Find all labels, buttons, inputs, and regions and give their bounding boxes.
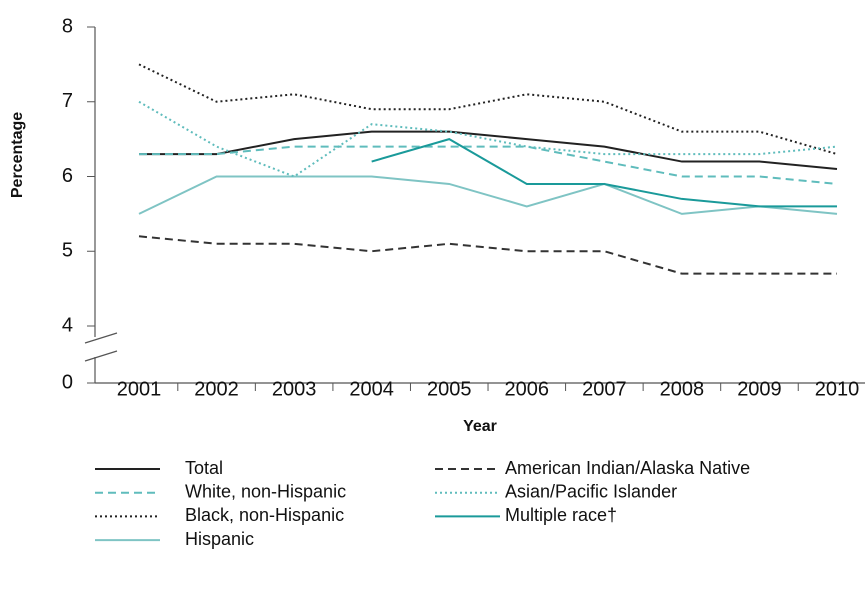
x-tick-label: 2008 bbox=[660, 378, 705, 400]
series-line bbox=[138, 235, 837, 275]
x-tick-label: 2004 bbox=[349, 378, 394, 400]
y-tick-label: 0 bbox=[62, 371, 73, 393]
x-tick-label: 2010 bbox=[815, 378, 860, 400]
y-axis-label: Percentage bbox=[9, 112, 26, 198]
series-line bbox=[138, 175, 838, 215]
x-tick-label: 2003 bbox=[272, 378, 317, 400]
legend-label: American Indian/Alaska Native bbox=[505, 458, 750, 478]
series-line bbox=[138, 100, 838, 178]
series-line bbox=[371, 138, 837, 208]
x-tick-label: 2007 bbox=[582, 378, 627, 400]
x-tick-label: 2005 bbox=[427, 378, 472, 400]
x-tick-label: 2006 bbox=[505, 378, 550, 400]
legend-label: Asian/Pacific Islander bbox=[505, 481, 677, 501]
y-tick-label: 8 bbox=[62, 15, 73, 37]
x-tick-label: 2001 bbox=[117, 378, 162, 400]
x-tick-label: 2009 bbox=[737, 378, 782, 400]
legend-label: Multiple race† bbox=[505, 505, 617, 525]
legend-label: Hispanic bbox=[185, 529, 254, 549]
axis-break bbox=[84, 350, 118, 362]
y-tick-label: 6 bbox=[62, 165, 73, 187]
series-line bbox=[139, 145, 838, 185]
axis-break bbox=[84, 332, 118, 344]
series-line bbox=[138, 63, 838, 156]
y-tick-label: 5 bbox=[62, 240, 73, 262]
legend-label: White, non-Hispanic bbox=[185, 481, 346, 501]
series-line bbox=[139, 130, 838, 171]
x-axis-label: Year bbox=[463, 418, 497, 435]
legend-label: Black, non-Hispanic bbox=[185, 505, 344, 525]
legend-label: Total bbox=[185, 458, 223, 478]
y-tick-label: 4 bbox=[62, 314, 73, 336]
x-tick-label: 2002 bbox=[194, 378, 239, 400]
y-tick-label: 7 bbox=[62, 90, 73, 112]
